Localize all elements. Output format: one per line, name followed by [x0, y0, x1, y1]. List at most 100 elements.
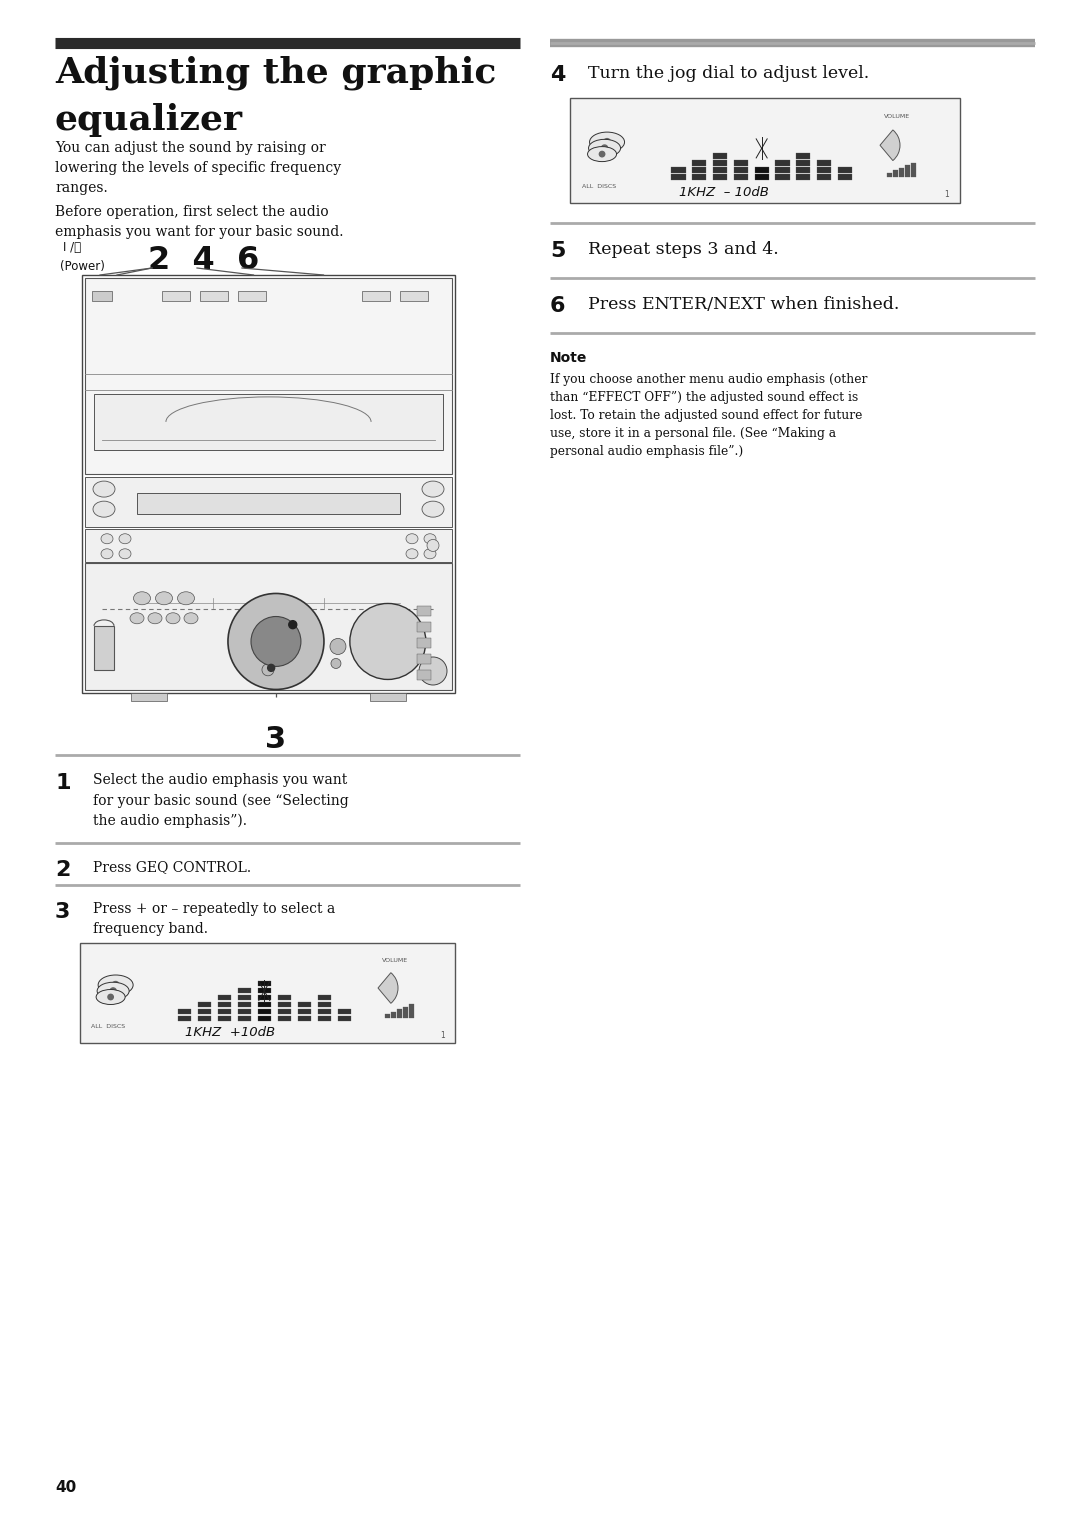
Text: VOLUME: VOLUME [885, 115, 910, 120]
Bar [318, 1001, 332, 1007]
Text: 5: 5 [550, 241, 565, 261]
Ellipse shape [424, 533, 436, 544]
Ellipse shape [130, 613, 144, 624]
Text: Repeat steps 3 and 4.: Repeat steps 3 and 4. [588, 241, 779, 258]
Bar [297, 1009, 311, 1013]
Ellipse shape [134, 592, 150, 604]
Text: ALL  DISCS: ALL DISCS [582, 184, 616, 189]
Bar [713, 175, 727, 179]
Bar [94, 394, 443, 449]
Bar [403, 1007, 408, 1018]
Bar [672, 167, 686, 173]
Ellipse shape [422, 481, 444, 497]
Text: 6: 6 [550, 296, 566, 316]
Circle shape [288, 621, 297, 629]
Ellipse shape [119, 533, 131, 544]
Bar [692, 175, 706, 179]
Ellipse shape [406, 549, 418, 560]
Ellipse shape [102, 549, 113, 560]
Ellipse shape [589, 140, 621, 156]
Ellipse shape [156, 592, 173, 604]
Bar [278, 995, 292, 1000]
Text: 1KHZ  – 10dB: 1KHZ – 10dB [679, 185, 769, 199]
Circle shape [262, 664, 274, 676]
Text: (Power): (Power) [60, 261, 105, 273]
Bar [257, 995, 271, 1000]
Bar [238, 1001, 251, 1007]
Ellipse shape [590, 132, 624, 152]
Bar [369, 693, 406, 701]
Circle shape [604, 138, 610, 146]
Bar [238, 1009, 251, 1013]
Text: Select the audio emphasis you want
for your basic sound (see “Selecting
the audi: Select the audio emphasis you want for y… [93, 773, 349, 828]
Bar [796, 167, 810, 173]
Text: ALL  DISCS: ALL DISCS [91, 1024, 125, 1030]
Bar [297, 1001, 311, 1007]
Circle shape [112, 981, 119, 989]
Bar [162, 291, 190, 300]
Text: You can adjust the sound by raising or
lowering the levels of specific frequency: You can adjust the sound by raising or l… [55, 141, 341, 195]
Circle shape [268, 664, 274, 671]
Text: Turn the jog dial to adjust level.: Turn the jog dial to adjust level. [588, 64, 869, 81]
Bar [82, 274, 455, 693]
Ellipse shape [102, 533, 113, 544]
Ellipse shape [98, 975, 133, 995]
Bar [733, 175, 748, 179]
Bar [217, 995, 231, 1000]
Text: Before operation, first select the audio
emphasis you want for your basic sound.: Before operation, first select the audio… [55, 205, 343, 239]
Bar [198, 1015, 211, 1021]
Text: Adjusting the graphic: Adjusting the graphic [55, 55, 497, 89]
Bar [887, 173, 892, 176]
Ellipse shape [166, 613, 180, 624]
Bar [755, 175, 769, 179]
Bar [337, 1015, 351, 1021]
Ellipse shape [177, 592, 194, 604]
Bar [912, 162, 916, 176]
Bar [238, 291, 266, 300]
Text: 1: 1 [55, 773, 70, 793]
Bar [257, 1001, 271, 1007]
Wedge shape [880, 130, 900, 161]
Circle shape [251, 616, 301, 667]
Bar [85, 277, 453, 474]
Ellipse shape [184, 613, 198, 624]
Bar [816, 161, 832, 166]
Ellipse shape [588, 147, 617, 161]
Bar [391, 1012, 396, 1018]
Bar [400, 291, 428, 300]
Text: 1: 1 [944, 190, 949, 199]
Bar [278, 1001, 292, 1007]
Bar [417, 606, 431, 616]
Ellipse shape [93, 501, 114, 517]
Bar [417, 622, 431, 632]
Bar [713, 153, 727, 159]
Bar [672, 175, 686, 179]
Text: 4: 4 [550, 64, 565, 84]
Text: 40: 40 [55, 1479, 77, 1495]
Bar [80, 943, 455, 1042]
Bar [85, 563, 453, 690]
Bar [297, 1015, 311, 1021]
Bar [318, 1015, 332, 1021]
Bar [692, 161, 706, 166]
Ellipse shape [93, 481, 114, 497]
Circle shape [108, 995, 113, 1000]
Bar [85, 477, 453, 527]
Bar [775, 175, 789, 179]
Bar [318, 995, 332, 1000]
Bar [238, 987, 251, 993]
Bar [238, 1015, 251, 1021]
Bar [397, 1009, 402, 1018]
Bar [796, 161, 810, 166]
Bar [816, 167, 832, 173]
Text: 1KHZ  +10dB: 1KHZ +10dB [185, 1027, 275, 1039]
Bar [755, 167, 769, 173]
Bar [417, 655, 431, 664]
Text: 3: 3 [55, 901, 70, 921]
Bar [85, 529, 453, 563]
Bar [796, 175, 810, 179]
Bar [570, 98, 960, 202]
Ellipse shape [422, 501, 444, 517]
Bar [409, 1004, 414, 1018]
Bar [775, 161, 789, 166]
